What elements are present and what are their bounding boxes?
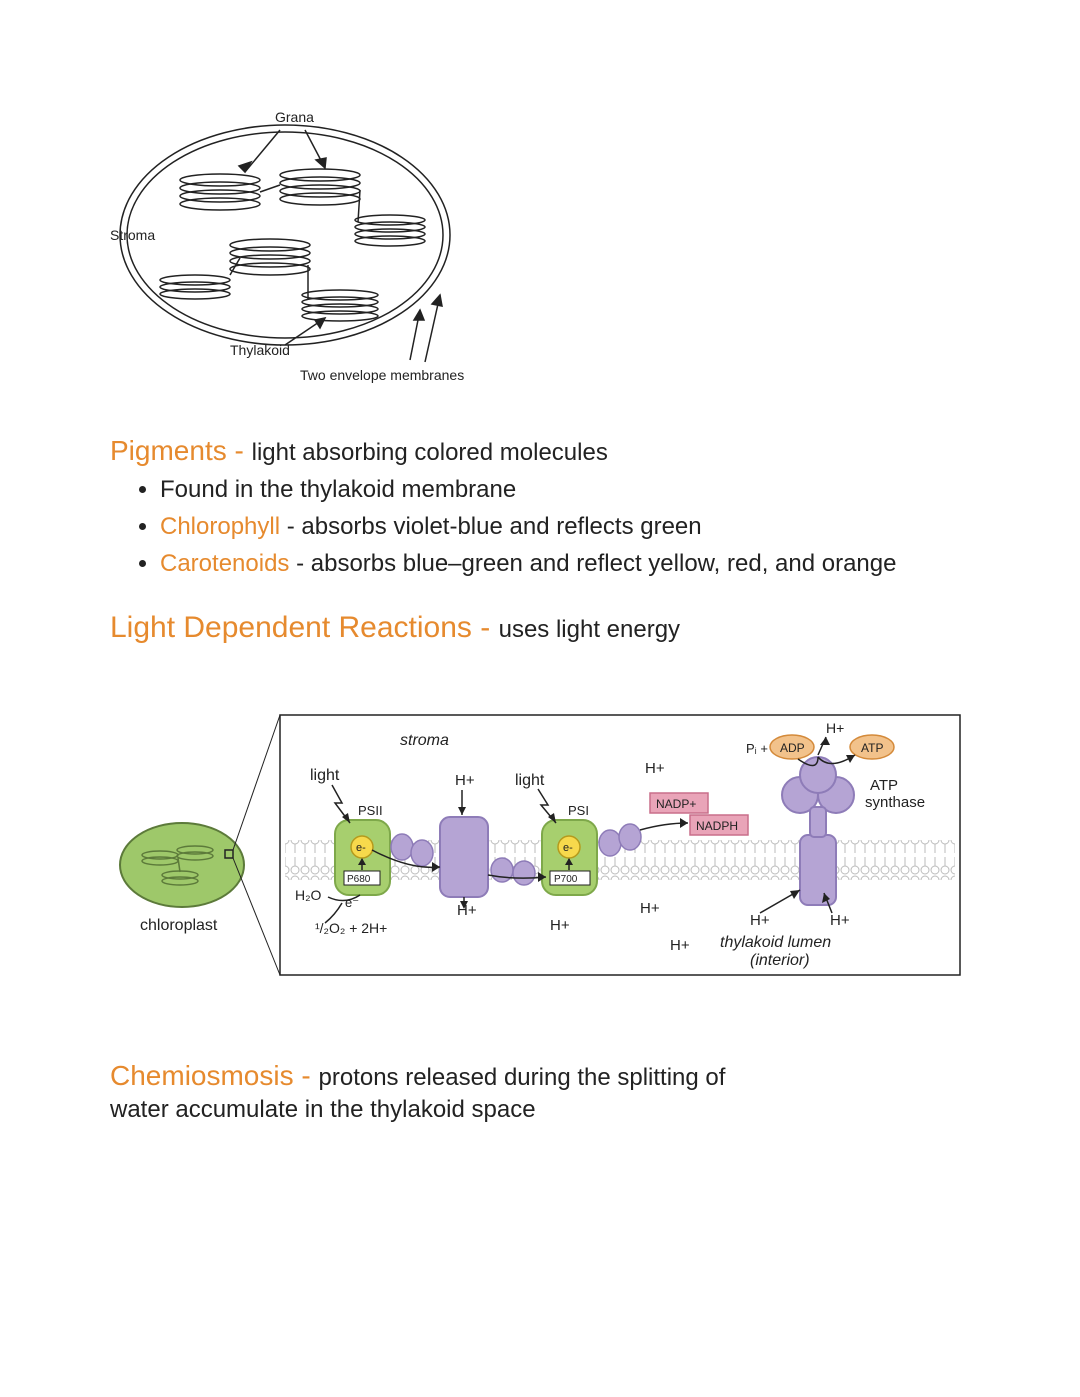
pigments-def: light absorbing colored molecules: [252, 439, 608, 466]
pq-carrier: [391, 834, 413, 860]
stroma-top-label: stroma: [400, 732, 449, 749]
light-dep-dash: -: [472, 611, 499, 644]
pigments-title: Pigments: [110, 435, 227, 466]
svg-text:H+: H+: [826, 720, 844, 736]
svg-text:e-: e-: [356, 842, 366, 854]
thylakoid-label: Thylakoid: [230, 342, 290, 358]
svg-text:P700: P700: [554, 874, 578, 885]
chloroplast-label: chloroplast: [140, 917, 218, 934]
chemiosmosis-def2: water accumulate in the thylakoid space: [110, 1096, 970, 1124]
pigments-section: Pigments - light absorbing colored molec…: [110, 435, 970, 581]
svg-text:NADPH: NADPH: [696, 819, 738, 833]
h2o-label: H₂O: [295, 887, 322, 903]
svg-text:ATP: ATP: [861, 741, 883, 755]
atp-synthase-label-2: synthase: [865, 794, 925, 811]
psi-complex: e- P700: [542, 820, 597, 895]
light-dep-def: uses light energy: [499, 616, 680, 643]
svg-text:NADP+: NADP+: [656, 797, 696, 811]
nadph-box: NADPH: [690, 815, 748, 835]
light1-label: light: [310, 767, 340, 784]
chemiosmosis-def1: protons released during the splitting of: [319, 1064, 726, 1091]
chloroplast-line-diagram: Grana Stroma Thylakoid Two envelope memb…: [110, 80, 970, 395]
atp-synthase-label-1: ATP: [870, 777, 898, 794]
svg-text:H+: H+: [645, 760, 665, 777]
atp-oval: ATP: [850, 735, 894, 759]
split-label: ¹/₂O₂ + 2H+: [315, 920, 387, 936]
grana-label: Grana: [275, 109, 314, 125]
svg-text:H+: H+: [457, 902, 477, 919]
light-dependent-section: Light Dependent Reactions - uses light e…: [110, 611, 970, 645]
pigments-bullet-1: Found in the thylakoid membrane: [160, 473, 970, 508]
mini-chloroplast: [120, 715, 280, 975]
svg-text:H+: H+: [640, 900, 660, 917]
psii-complex: e- P680: [335, 820, 390, 895]
pigments-bullet-3: Carotenoids - absorbs blue–green and ref…: [160, 547, 970, 582]
envelope-label: Two envelope membranes: [300, 367, 464, 383]
svg-text:ADP: ADP: [780, 741, 805, 755]
svg-text:H+: H+: [830, 912, 850, 929]
psi-label: PSI: [568, 803, 589, 818]
svg-text:H+: H+: [750, 912, 770, 929]
pigments-bullets: Found in the thylakoid membrane Chloroph…: [160, 473, 970, 581]
light2-label: light: [515, 772, 545, 789]
lumen-label-2: (interior): [750, 952, 810, 969]
svg-text:e⁻: e⁻: [345, 895, 359, 910]
svg-text:H+: H+: [455, 772, 475, 789]
stroma-label: Stroma: [110, 227, 155, 243]
membrane-diagram: chloroplast: [110, 675, 970, 1010]
pi-label: Pᵢ +: [746, 741, 768, 756]
pigments-bullet-2: Chlorophyll - absorbs violet-blue and re…: [160, 510, 970, 545]
svg-text:H+: H+: [670, 937, 690, 954]
chloroplast-svg: Grana Stroma Thylakoid Two envelope memb…: [110, 80, 510, 390]
svg-text:e-: e-: [563, 842, 573, 854]
pigments-dash: -: [227, 435, 252, 466]
membrane-svg: chloroplast: [110, 675, 970, 1005]
cytochrome-complex: [440, 817, 488, 897]
light-dep-title: Light Dependent Reactions: [110, 611, 472, 644]
svg-text:P680: P680: [347, 874, 371, 885]
chemiosmosis-section: Chemiosmosis - protons released during t…: [110, 1060, 970, 1124]
chemiosmosis-title: Chemiosmosis: [110, 1060, 294, 1091]
nadp-box: NADP+: [650, 793, 708, 813]
chemiosmosis-dash: -: [294, 1060, 319, 1091]
svg-text:H+: H+: [550, 917, 570, 934]
lumen-label-1: thylakoid lumen: [720, 934, 831, 951]
psii-label: PSII: [358, 803, 383, 818]
adp-oval: ADP: [770, 735, 814, 759]
pq-carrier-2: [411, 840, 433, 866]
